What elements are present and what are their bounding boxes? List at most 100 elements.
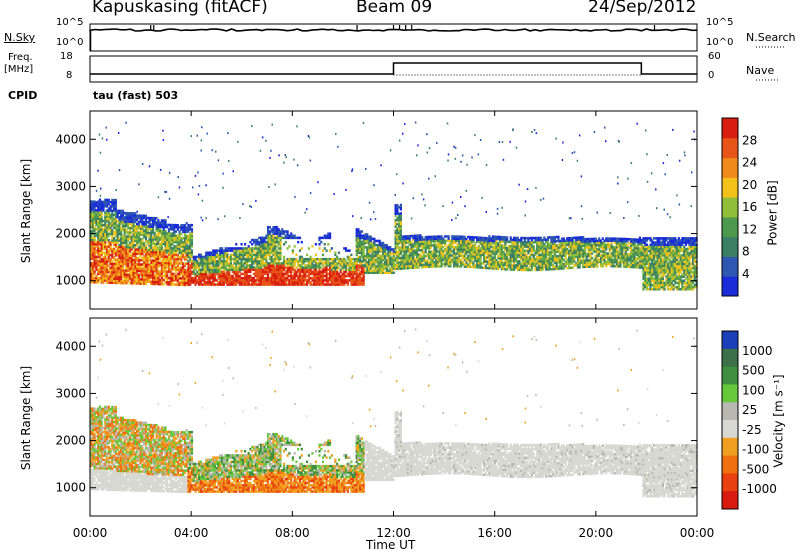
power-cell (495, 241, 498, 245)
power-cell (568, 254, 571, 257)
power-cell (334, 266, 337, 269)
power-cell (233, 268, 236, 272)
power-cell (403, 254, 406, 257)
power-cell (444, 235, 447, 238)
power-cell (130, 265, 133, 268)
power-cell (332, 276, 335, 280)
power-cell (279, 266, 282, 269)
power-cell (164, 244, 167, 248)
power-cell (261, 260, 264, 263)
power-cell (144, 235, 148, 239)
power-cell (516, 238, 519, 242)
power-cell (212, 251, 215, 255)
power-cell (499, 265, 502, 269)
power-cell (183, 262, 186, 265)
power-cell (500, 240, 503, 243)
power-cell (527, 256, 530, 259)
power-cell (378, 263, 381, 266)
power-cell (346, 262, 349, 265)
power-cell (467, 244, 470, 247)
power-cell (477, 253, 480, 256)
power-cell (146, 276, 149, 279)
power-cell (272, 251, 275, 255)
power-cell (116, 247, 119, 251)
power-cell (104, 262, 107, 265)
power-cell (219, 257, 222, 261)
power-cell (555, 250, 558, 254)
power-cell (167, 259, 171, 263)
power-cell (438, 243, 441, 247)
power-cell (136, 282, 139, 285)
power-cell (236, 257, 240, 261)
power-cell (190, 270, 194, 274)
power-cell (364, 235, 367, 239)
power-cell (396, 246, 399, 249)
power-cell (552, 259, 555, 262)
power-cell (369, 237, 372, 241)
power-cell (254, 238, 257, 242)
power-cell (176, 257, 179, 261)
power-cell (408, 237, 411, 240)
power-cell (392, 260, 395, 264)
power-cell (228, 274, 231, 278)
power-cell (118, 258, 121, 261)
power-cell (123, 260, 126, 264)
power-cell (212, 264, 215, 267)
power-cell (545, 253, 548, 256)
power-cell (178, 281, 181, 284)
power-cell (399, 258, 402, 262)
power-cell (127, 245, 130, 249)
power-cell (160, 282, 163, 286)
power-cell (525, 241, 528, 244)
power-cell (185, 277, 188, 280)
power-cell (304, 257, 307, 261)
power-cell (98, 230, 102, 233)
power-cell (100, 240, 103, 244)
power-cell (261, 240, 264, 244)
power-cell (91, 253, 94, 256)
power-cell (348, 272, 351, 276)
power-cell (396, 231, 399, 235)
power-cell (98, 213, 102, 216)
power-cell (394, 259, 397, 262)
power-cell (97, 228, 100, 231)
power-cell (394, 221, 397, 224)
power-cell (251, 260, 254, 263)
power-cell (343, 257, 346, 261)
power-cell (212, 260, 215, 263)
power-cell (206, 276, 209, 280)
power-cell (116, 226, 119, 230)
power-cell (127, 220, 130, 224)
freq-trace (90, 62, 697, 75)
power-cell (178, 247, 181, 250)
power-cell (93, 264, 96, 267)
power-cell (353, 270, 356, 274)
power-cell (180, 228, 183, 231)
power-cell (171, 223, 174, 227)
power-cell (155, 238, 158, 241)
power-cell (260, 268, 263, 272)
power-cell (380, 250, 383, 253)
power-cell (277, 251, 280, 255)
power-cell (366, 254, 369, 258)
power-cell (298, 276, 302, 280)
power-cell (341, 262, 344, 265)
power-cell (541, 245, 544, 248)
power-cell (368, 246, 371, 249)
power-cell (362, 268, 365, 272)
power-cell (357, 228, 360, 231)
power-cell (518, 245, 521, 248)
power-cell (270, 240, 273, 244)
power-cell (162, 236, 165, 239)
power-cell (267, 283, 270, 286)
power-cell (566, 262, 569, 266)
power-cell (477, 236, 480, 239)
power-cell (364, 258, 367, 262)
power-cell (435, 256, 438, 260)
power-cell (125, 265, 128, 268)
power-cell (173, 234, 176, 238)
power-cell (116, 249, 119, 253)
power-cell (433, 250, 436, 253)
power-cell (128, 269, 132, 272)
power-cell (325, 236, 328, 240)
